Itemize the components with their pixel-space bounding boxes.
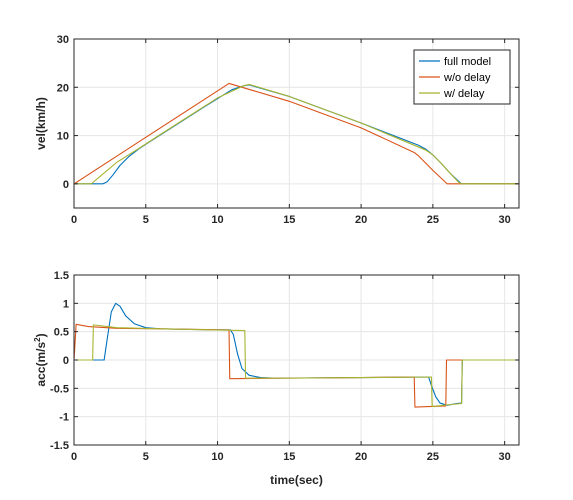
series-line-wo-delay bbox=[74, 82, 519, 185]
acceleration-plot: 0 5 10 15 20 25 30 -1.5 -1 -0.5 0 0.5 1 1.5 acc(m/s2) t… bbox=[33, 270, 520, 487]
x-tick-label: 5 bbox=[143, 214, 149, 226]
series-line-w-delay bbox=[74, 83, 519, 185]
y-axis-label: acc(m/s2) bbox=[33, 333, 48, 386]
legend-label-full-model: full model bbox=[444, 56, 491, 68]
y-axis-label-superscript: 2 bbox=[33, 337, 42, 342]
x-tick-label: 0 bbox=[71, 214, 77, 226]
x-axis-label: time(sec) bbox=[270, 473, 323, 487]
y-tick-label: 0 bbox=[63, 179, 69, 191]
y-tick-label: 1 bbox=[63, 298, 69, 310]
x-tick-label: 30 bbox=[499, 451, 511, 463]
legend-label-w-delay: w/ delay bbox=[443, 88, 485, 100]
y-tick-label: 10 bbox=[57, 131, 69, 143]
y-tick-label: -1.5 bbox=[50, 440, 69, 452]
y-tick-label: 30 bbox=[57, 34, 69, 46]
y-tick-label: 1.5 bbox=[54, 270, 69, 282]
y-tick-label: 20 bbox=[57, 82, 69, 94]
legend-label-wo-delay: w/o delay bbox=[443, 72, 491, 84]
x-tick-label: 10 bbox=[211, 214, 223, 226]
series-line-full-model bbox=[74, 302, 519, 406]
x-tick-label: 5 bbox=[143, 451, 149, 463]
x-tick-label: 30 bbox=[499, 214, 511, 226]
y-tick-label: 0.5 bbox=[54, 327, 69, 339]
axes-box bbox=[73, 38, 520, 209]
y-tick-label: 0 bbox=[63, 355, 69, 367]
y-axis-label-tail: ) bbox=[34, 333, 48, 337]
x-tick-label: 20 bbox=[355, 451, 367, 463]
y-axis-label-main: acc(m/s bbox=[34, 342, 48, 387]
x-tick-label: 25 bbox=[427, 451, 439, 463]
y-axis-label: vel(km/h) bbox=[34, 97, 48, 150]
y-tick-label: -1 bbox=[59, 412, 69, 424]
x-tick-label: 20 bbox=[355, 214, 367, 226]
y-tick-label: -0.5 bbox=[50, 383, 69, 395]
legend: full model w/o delay w/ delay bbox=[413, 49, 511, 105]
x-tick-label: 15 bbox=[283, 214, 295, 226]
x-tick-label: 10 bbox=[211, 451, 223, 463]
series-line-w-delay bbox=[74, 324, 519, 408]
velocity-plot: 0 5 10 15 20 25 30 0 10 20 30 vel(km/h) full model w/… bbox=[34, 34, 520, 226]
x-tick-label: 0 bbox=[71, 451, 77, 463]
x-tick-label: 15 bbox=[283, 451, 295, 463]
x-tick-label: 25 bbox=[427, 214, 439, 226]
